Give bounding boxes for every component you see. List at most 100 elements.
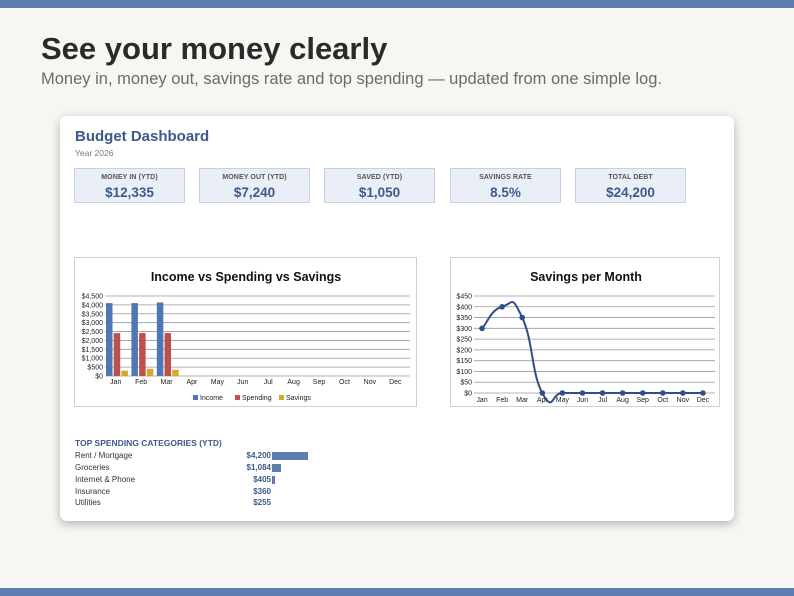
kpi-money-in: MONEY IN (YTD) $12,335 <box>74 168 185 203</box>
y-tick-label: $3,500 <box>82 311 104 318</box>
savings-line <box>481 300 703 404</box>
x-tick-label: Jul <box>264 379 273 386</box>
x-tick-label: Feb <box>135 379 147 386</box>
legend-swatch <box>193 395 198 400</box>
x-tick-label: May <box>556 397 570 404</box>
x-tick-label: Sep <box>636 397 649 404</box>
spending-row: Groceries $1,084 <box>75 463 305 474</box>
page-headline: See your money clearly <box>41 31 388 66</box>
x-tick-label: Jun <box>237 379 248 386</box>
spending-category: Insurance <box>75 487 111 496</box>
y-tick-label: $2,000 <box>82 338 104 345</box>
chart-title: Income vs Spending vs Savings <box>151 270 341 284</box>
x-tick-label: Jul <box>598 397 607 404</box>
y-tick-label: $450 <box>456 294 472 301</box>
y-tick-label: $2,500 <box>82 329 104 336</box>
y-tick-label: $400 <box>456 304 472 311</box>
data-point <box>680 390 686 396</box>
y-tick-label: $350 <box>456 315 472 322</box>
x-tick-label: Apr <box>537 397 549 404</box>
data-point <box>579 390 586 396</box>
kpi-savings-rate: SAVINGS RATE 8.5% <box>450 168 561 203</box>
x-tick-label: Nov <box>677 397 690 404</box>
bar-spending <box>139 333 146 376</box>
spending-category: Groceries <box>75 463 110 472</box>
chart-title: Savings per Month <box>530 270 642 284</box>
data-point <box>519 314 526 321</box>
bottom-accent-bar <box>0 588 794 596</box>
y-tick-label: $500 <box>87 365 103 372</box>
spending-row: Internet & Phone $405 <box>75 475 305 486</box>
spending-amount: $360 <box>253 487 271 496</box>
legend-swatch <box>235 395 240 400</box>
kpi-total-debt: TOTAL DEBT $24,200 <box>575 168 686 203</box>
data-point <box>639 390 646 396</box>
kpi-value: $1,050 <box>358 185 401 200</box>
bar-income <box>106 303 113 376</box>
legend-label: Savings <box>286 395 311 402</box>
y-tick-label: $200 <box>456 347 472 354</box>
y-tick-label: $300 <box>456 326 472 333</box>
kpi-value: 8.5% <box>490 185 521 200</box>
kpi-value: $24,200 <box>606 185 655 200</box>
top-accent-bar <box>0 0 794 8</box>
bar-income <box>156 302 164 376</box>
y-tick-label: $4,500 <box>82 294 104 301</box>
y-tick-label: $1,500 <box>82 347 104 354</box>
page-subheadline: Money in, money out, savings rate and to… <box>41 70 662 88</box>
spending-category: Rent / Mortgage <box>75 451 133 460</box>
dashboard-card: Budget Dashboard Year 2026 MONEY IN (YTD… <box>60 116 734 521</box>
kpi-label: SAVINGS RATE <box>479 174 532 181</box>
x-tick-label: Mar <box>161 379 174 386</box>
legend-label: Income <box>200 395 223 402</box>
x-tick-label: Aug <box>287 379 300 386</box>
y-tick-label: $1,000 <box>82 356 104 363</box>
spending-bar <box>272 464 282 472</box>
x-tick-label: Mar <box>516 397 529 404</box>
savings-line-chart: Savings per Month $0 $50 $100 $150 $200 $250 $3… <box>450 257 720 407</box>
bar-savings <box>146 368 154 376</box>
dashboard-year: Year 2026 <box>75 148 114 158</box>
y-tick-label: $4,000 <box>82 302 104 309</box>
data-point <box>619 390 626 396</box>
kpi-money-out: MONEY OUT (YTD) $7,240 <box>199 168 310 203</box>
spending-amount: $4,200 <box>246 451 271 460</box>
kpi-saved: SAVED (YTD) $1,050 <box>324 168 435 203</box>
x-tick-label: Dec <box>697 397 710 404</box>
spending-bar <box>272 476 276 484</box>
kpi-label: MONEY OUT (YTD) <box>222 174 287 181</box>
kpi-value: $12,335 <box>105 185 154 200</box>
data-point <box>539 390 546 396</box>
y-tick-label: $100 <box>456 369 472 376</box>
line-chart-svg: Savings per Month $0 $50 $100 $150 $200 $250 $3… <box>456 270 715 404</box>
spending-row: Insurance $360 <box>75 487 305 498</box>
dashboard-title: Budget Dashboard <box>75 128 210 145</box>
data-point <box>700 390 706 396</box>
x-tick-label: Sep <box>313 379 326 386</box>
data-point <box>599 390 606 396</box>
y-tick-label: $50 <box>460 380 472 387</box>
kpi-value: $7,240 <box>233 185 276 200</box>
x-tick-label: May <box>211 379 225 386</box>
y-tick-label: $3,000 <box>82 320 104 327</box>
spending-row: Rent / Mortgage $4,200 <box>75 451 308 462</box>
x-tick-label: Dec <box>389 379 402 386</box>
spending-amount: $255 <box>253 498 271 507</box>
data-point <box>499 303 505 310</box>
bar-spending <box>164 333 172 376</box>
spending-amount: $405 <box>253 475 271 484</box>
bar-savings <box>172 369 179 376</box>
spending-category: Internet & Phone <box>75 475 136 484</box>
data-point <box>479 325 485 332</box>
x-tick-label: Feb <box>496 397 508 404</box>
data-point <box>559 390 566 396</box>
x-tick-label: Nov <box>364 379 377 386</box>
x-tick-label: Oct <box>339 379 350 386</box>
kpi-label: SAVED (YTD) <box>356 174 403 181</box>
bar-chart-svg: Income vs Spending vs Savings $0 $500 $1,00… <box>82 270 410 402</box>
x-tick-label: Jan <box>110 379 121 386</box>
bar-income <box>131 303 138 376</box>
y-tick-label: $250 <box>456 337 472 344</box>
legend-label: Spending <box>242 395 272 402</box>
x-tick-label: Jan <box>476 397 487 404</box>
